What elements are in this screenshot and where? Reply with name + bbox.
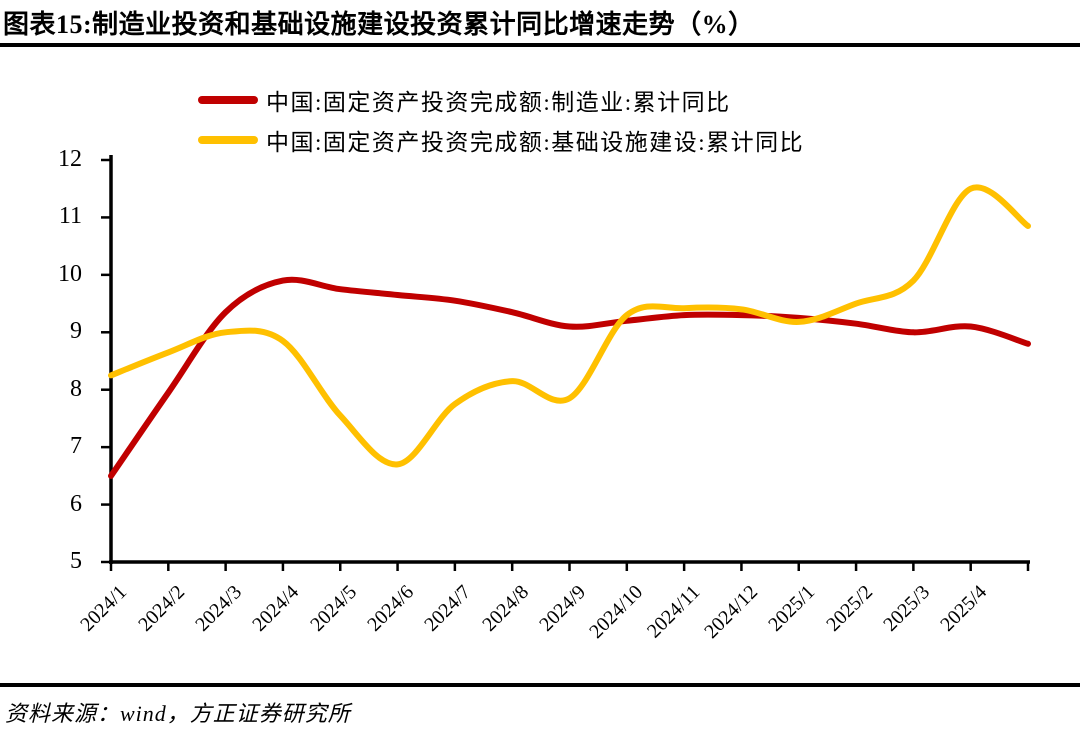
manufacturing-series-line [108,276,1031,479]
y-tick-label: 5 [70,548,82,574]
y-tick-label: 7 [70,433,82,460]
y-tick-label: 10 [58,260,82,287]
legend-item-manufacturing: 中国:固定资产投资完成额:制造业:累计同比 [198,80,804,120]
legend-label-infrastructure: 中国:固定资产投资完成额:基础设施建设:累计同比 [266,130,805,155]
y-tick-label: 6 [70,490,82,517]
legend-swatch-infrastructure [198,136,258,144]
source-divider [0,683,1080,687]
source-note: 资料来源：wind，方正证券研究所 [5,701,351,726]
y-tick-label: 12 [58,146,82,172]
y-tick-label: 9 [70,318,82,345]
infrastructure-series-line [108,184,1031,468]
legend-swatch-manufacturing [198,96,258,104]
y-tick-label: 11 [58,203,82,230]
figure-title: 图表15:制造业投资和基础设施建设投资累计同比增速走势（%） [3,10,755,39]
title-divider [0,43,1080,47]
legend-item-infrastructure: 中国:固定资产投资完成额:基础设施建设:累计同比 [198,120,804,160]
legend-label-manufacturing: 中国:固定资产投资完成额:制造业:累计同比 [266,90,731,115]
y-tick-label: 8 [70,375,82,402]
legend: 中国:固定资产投资完成额:制造业:累计同比 中国:固定资产投资完成额:基础设施建… [198,80,804,160]
